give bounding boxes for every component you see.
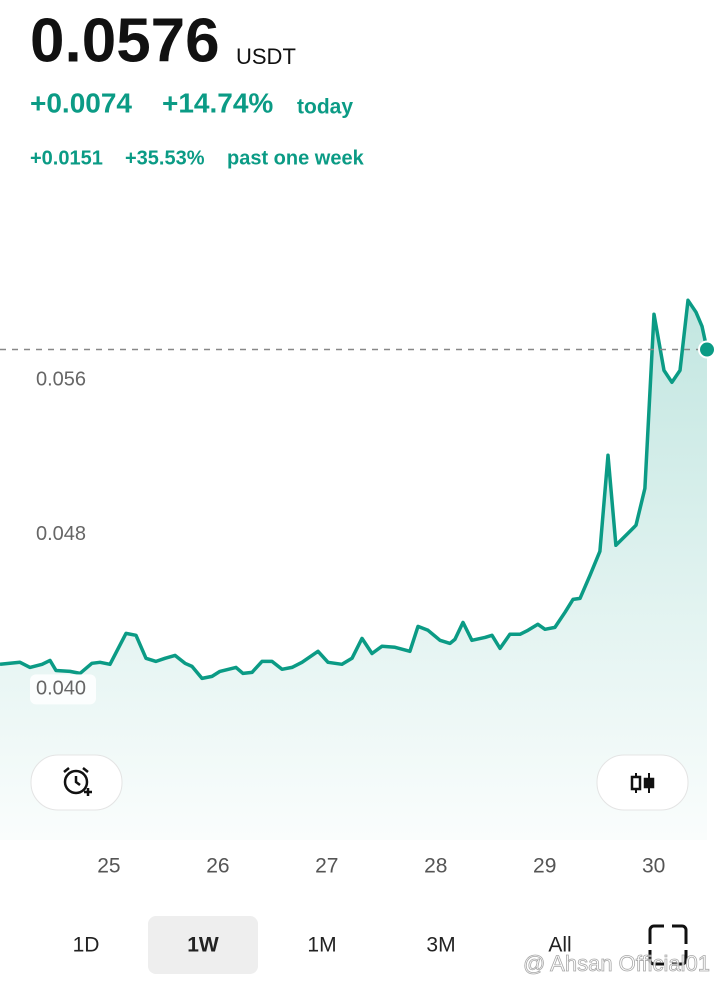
candle-1	[630, 775, 642, 791]
x-tick-label: 27	[315, 855, 338, 878]
alarm-icon	[63, 769, 89, 795]
tab-selected-bg	[148, 916, 258, 974]
tabs: 1D 1W 1M 3M All	[73, 916, 572, 974]
plot: 0.040 0.048 0.056 25 26 27 28 29 30	[0, 298, 717, 878]
change-today: +0.0074	[30, 87, 132, 118]
x-tick-label: 30	[642, 855, 665, 878]
pct-today: +14.74%	[162, 87, 273, 118]
area-fill	[0, 300, 708, 840]
y-tick-label: 0.040	[36, 678, 86, 700]
alarm-button[interactable]	[30, 754, 123, 811]
alarm-icon-lines	[63, 767, 92, 796]
candle-button-bg	[596, 754, 689, 811]
x-tick-label: 26	[206, 855, 229, 878]
y-tick-label: 0.048	[36, 523, 86, 545]
change-week: +0.0151	[30, 147, 103, 169]
tab[interactable]: 3M	[426, 934, 455, 957]
x-tick-label: 29	[533, 855, 556, 878]
current-price-dot	[698, 340, 717, 359]
price: 0.0576	[30, 6, 220, 75]
week-label: past one week	[227, 147, 365, 169]
y-tick-bg	[30, 365, 96, 396]
price-line	[0, 298, 709, 681]
fullscreen-icon[interactable]	[648, 924, 688, 966]
tab[interactable]: 1W	[187, 934, 219, 957]
y-tick-label: 0.056	[36, 369, 86, 391]
y-tick-bg	[30, 519, 96, 550]
pct-week: +35.53%	[125, 147, 205, 169]
unit: USDT	[236, 44, 296, 69]
x-tick-label: 25	[97, 855, 120, 878]
y-tick-bg	[30, 674, 96, 705]
x-tick-label: 28	[424, 855, 447, 878]
tab[interactable]: 1D	[73, 934, 100, 957]
watermark: @ Ahsan Official01	[523, 951, 710, 976]
tab[interactable]: All	[548, 934, 571, 957]
candle-button[interactable]	[596, 754, 689, 811]
tab[interactable]: 1M	[307, 934, 336, 957]
candle-2	[643, 777, 655, 789]
today-label: today	[297, 96, 353, 119]
